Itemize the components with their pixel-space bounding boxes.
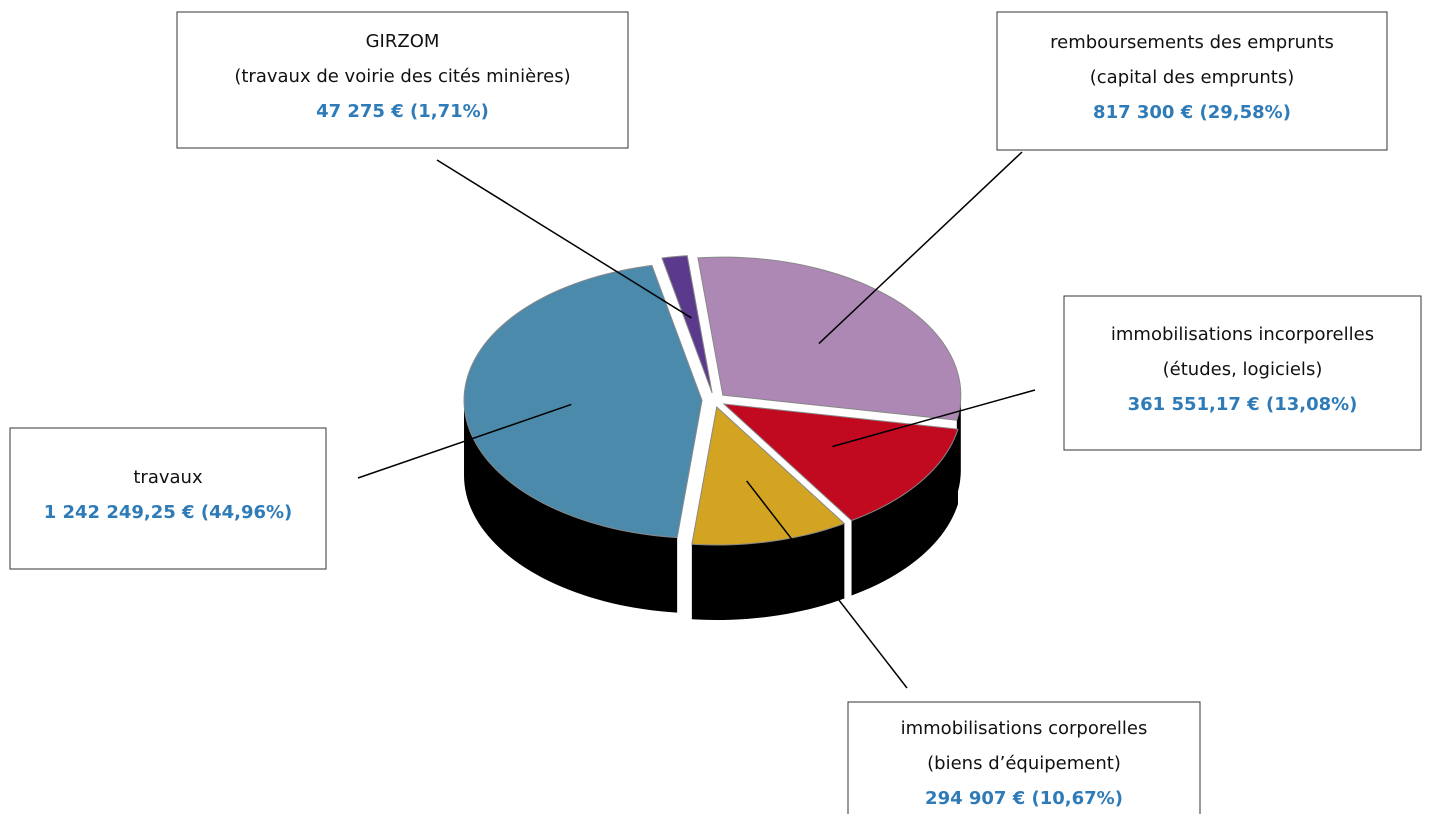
value-label: 1 242 249,25 € (44,96%) xyxy=(44,502,293,523)
category-detail: (capital des emprunts) xyxy=(1090,67,1295,88)
category-label: remboursements des emprunts xyxy=(1050,32,1334,53)
value-label: 47 275 € (1,71%) xyxy=(316,101,489,122)
leader-line xyxy=(818,151,1023,345)
callout-box xyxy=(9,427,327,570)
leader-line xyxy=(436,159,692,319)
slice-side xyxy=(691,523,845,621)
callout-box xyxy=(847,701,1201,814)
callout-box xyxy=(176,11,629,149)
category-detail: (biens d’équipement) xyxy=(927,753,1121,774)
leader-line xyxy=(746,480,908,689)
category-detail: (études, logiciels) xyxy=(1163,359,1323,380)
value-label: 361 551,17 € (13,08%) xyxy=(1128,394,1358,415)
slice-side xyxy=(851,429,958,596)
callout-box xyxy=(996,11,1388,151)
slice xyxy=(697,256,962,421)
category-label: immobilisations incorporelles xyxy=(1111,324,1374,345)
slice-side xyxy=(464,400,678,613)
leader-line xyxy=(357,403,572,479)
category-detail: (travaux de voirie des cités minières) xyxy=(234,66,570,87)
leader-line xyxy=(832,389,1036,448)
slice xyxy=(722,403,959,522)
callout-box xyxy=(1063,295,1422,451)
value-label: 817 300 € (29,58%) xyxy=(1093,102,1291,123)
category-label: immobilisations corporelles xyxy=(901,718,1148,739)
category-label: travaux xyxy=(133,467,203,488)
slice xyxy=(691,406,846,546)
slice xyxy=(661,255,713,394)
value-label: 294 907 € (10,67%) xyxy=(925,788,1123,809)
category-label: GIRZOM xyxy=(366,31,440,52)
slice xyxy=(463,264,703,539)
